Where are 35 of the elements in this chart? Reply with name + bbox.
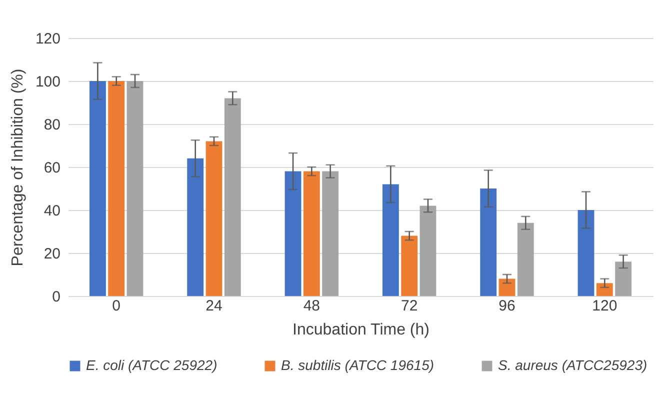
x-axis-title: Incubation Time (h) [292, 322, 430, 338]
bar [108, 81, 125, 296]
x-tick-label: 24 [206, 298, 222, 314]
bar [382, 184, 399, 296]
bar [480, 188, 497, 296]
bar [284, 171, 302, 296]
x-tick-label: 48 [303, 298, 320, 314]
bar [303, 171, 320, 296]
y-tick-label: 20 [44, 246, 60, 262]
bar [420, 206, 436, 296]
y-tick-label: 100 [35, 74, 60, 90]
x-tick-label: 120 [592, 298, 618, 314]
bar [322, 171, 339, 296]
bar [517, 222, 534, 296]
y-tick-label: 40 [44, 202, 60, 220]
y-tick-label: 60 [44, 160, 60, 176]
bar [596, 283, 613, 296]
y-tick-label: 80 [44, 116, 60, 134]
legend-label: S. aureus (ATCC25923) [498, 357, 648, 373]
x-tick-label: 72 [400, 298, 418, 314]
bar [615, 262, 632, 296]
x-tick-label: 96 [498, 298, 516, 314]
y-axis-title: Percentage of Inhibition (%) [9, 68, 26, 266]
bar [224, 98, 241, 296]
bar [126, 81, 144, 296]
bar [89, 81, 106, 296]
bar [187, 158, 204, 296]
bar [498, 278, 516, 296]
y-tick-label: 120 [35, 30, 60, 48]
x-tick-label: 0 [112, 298, 121, 314]
legend-label: B. subtilis (ATCC 19615) [281, 357, 434, 373]
bar [206, 141, 222, 296]
legend-label: E. coli (ATCC 25922) [86, 357, 218, 373]
bar [578, 210, 594, 296]
bar [401, 236, 418, 296]
